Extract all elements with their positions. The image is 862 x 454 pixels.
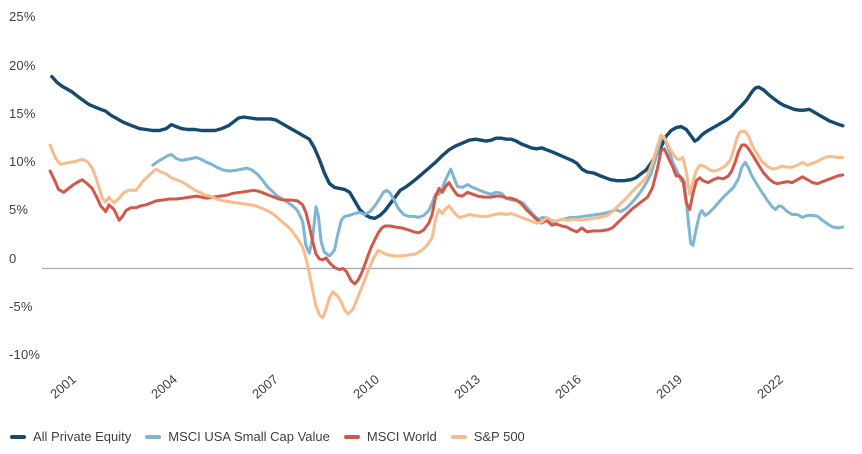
- legend-marker-all-private-equity: [10, 434, 26, 439]
- legend-item-msci-world: MSCI World: [343, 429, 437, 444]
- legend-item-all-private-equity: All Private Equity: [10, 429, 131, 444]
- legend: All Private Equity MSCI USA Small Cap Val…: [10, 429, 525, 444]
- y-axis-tick-label-5: 5%: [9, 202, 29, 218]
- series-line-msci-usa-small-cap-value: [151, 135, 845, 258]
- y-axis-tick-label-0: 0: [9, 250, 17, 266]
- y-axis-tick-label-10: -10%: [9, 347, 41, 362]
- y-axis-tick-label-15: 15%: [9, 105, 36, 121]
- legend-item-msci-usa-small-cap-value: MSCI USA Small Cap Value: [145, 429, 330, 444]
- series-line-s-p-500: [48, 130, 845, 320]
- series-line-all-private-equity: [50, 74, 845, 220]
- legend-marker-msci-usa-small-cap-value: [145, 434, 162, 439]
- legend-marker-msci-world: [343, 434, 360, 439]
- y-axis-tick-label-5: -5%: [9, 298, 33, 314]
- legend-marker-s-p-500: [450, 434, 467, 439]
- y-axis-tick-label-10: 10%: [9, 154, 36, 169]
- legend-label-msci-world: MSCI World: [366, 429, 437, 444]
- legend-label-all-private-equity: All Private Equity: [33, 429, 132, 444]
- y-axis-tick-label-20: 20%: [9, 57, 36, 73]
- legend-item-s-p-500: S&P 500: [450, 429, 525, 444]
- y-axis-tick-label-25: 25%: [9, 9, 36, 25]
- series-line-msci-world: [48, 143, 845, 286]
- legend-label-msci-usa-small-cap-value: MSCI USA Small Cap Value: [168, 429, 330, 444]
- legend-label-s-p-500: S&P 500: [473, 429, 525, 444]
